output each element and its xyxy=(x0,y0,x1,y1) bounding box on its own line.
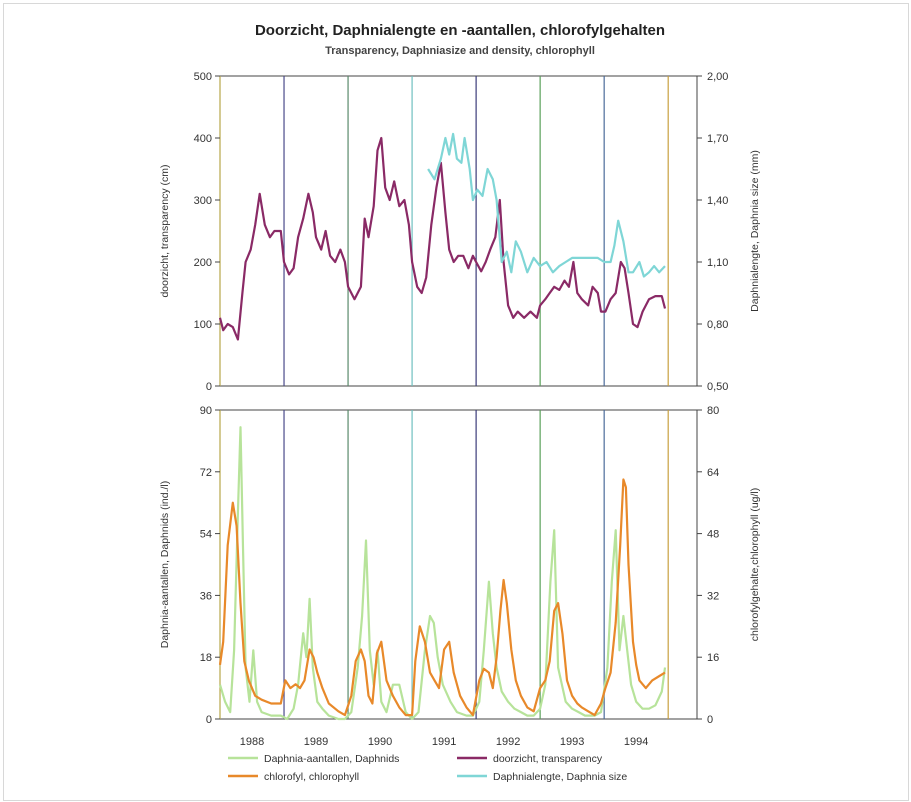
x-axis-tick-label: 1989 xyxy=(304,736,328,748)
x-axis-tick-label: 1992 xyxy=(496,736,520,748)
series-line xyxy=(218,136,667,341)
left-axis-tick-label: 500 xyxy=(194,71,212,83)
left-axis-tick-label: 90 xyxy=(200,405,212,417)
right-axis-tick-label: 32 xyxy=(707,590,719,602)
left-axis-tick-label: 400 xyxy=(194,133,212,145)
right-axis-tick-label: 2,00 xyxy=(707,71,728,83)
left-axis-tick-label: 54 xyxy=(200,529,212,541)
right-axis-tick-label: 48 xyxy=(707,529,719,541)
right-axis-label: Daphnialengte, Daphnia size (mm) xyxy=(749,150,761,312)
right-axis-tick-label: 0,50 xyxy=(707,381,728,393)
x-axis-tick-label: 1993 xyxy=(560,736,584,748)
right-axis-tick-label: 64 xyxy=(707,467,719,479)
right-axis-tick-label: 1,70 xyxy=(707,133,728,145)
left-axis-tick-label: 100 xyxy=(194,319,212,331)
legend-label: Daphnia-aantallen, Daphnids xyxy=(264,753,399,765)
chart-title: Doorzicht, Daphnialengte en -aantallen, … xyxy=(254,22,666,39)
x-axis-tick-label: 1991 xyxy=(432,736,456,748)
left-axis-tick-label: 72 xyxy=(200,467,212,479)
left-axis-tick-label: 300 xyxy=(194,195,212,207)
series-line xyxy=(427,132,666,278)
right-axis-tick-label: 1,40 xyxy=(707,195,728,207)
left-axis-tick-label: 36 xyxy=(200,590,212,602)
right-axis-tick-label: 1,10 xyxy=(707,257,728,269)
right-axis-tick-label: 16 xyxy=(707,652,719,664)
series-line xyxy=(218,478,666,717)
series-line xyxy=(218,426,667,721)
right-axis-tick-label: 0,80 xyxy=(707,319,728,331)
left-axis-tick-label: 0 xyxy=(206,714,212,726)
left-axis-tick-label: 200 xyxy=(194,257,212,269)
right-axis-label: chlorofylgehalte,chlorophyll (ug/l) xyxy=(749,488,761,642)
right-axis-tick-label: 80 xyxy=(707,405,719,417)
left-axis-tick-label: 18 xyxy=(200,652,212,664)
left-axis-label: Daphnia-aantallen, Daphnids (ind./l) xyxy=(159,481,171,649)
plot-frame-0 xyxy=(219,75,698,387)
x-axis-tick-label: 1988 xyxy=(240,736,264,748)
right-axis-tick-label: 0 xyxy=(707,714,713,726)
legend-label: doorzicht, transparency xyxy=(493,753,603,765)
x-axis-tick-label: 1994 xyxy=(624,736,648,748)
figure-frame xyxy=(3,3,909,801)
x-axis-tick-label: 1990 xyxy=(368,736,392,748)
plot-frame-1 xyxy=(219,409,698,720)
chart-subtitle: Transparency, Daphniasize and density, c… xyxy=(325,45,595,57)
left-axis-label: doorzicht, transparency (cm) xyxy=(159,164,171,297)
left-axis-tick-label: 0 xyxy=(206,381,212,393)
legend-label: chlorofyl, chlorophyll xyxy=(264,771,359,783)
legend-label: Daphnialengte, Daphnia size xyxy=(493,771,627,783)
